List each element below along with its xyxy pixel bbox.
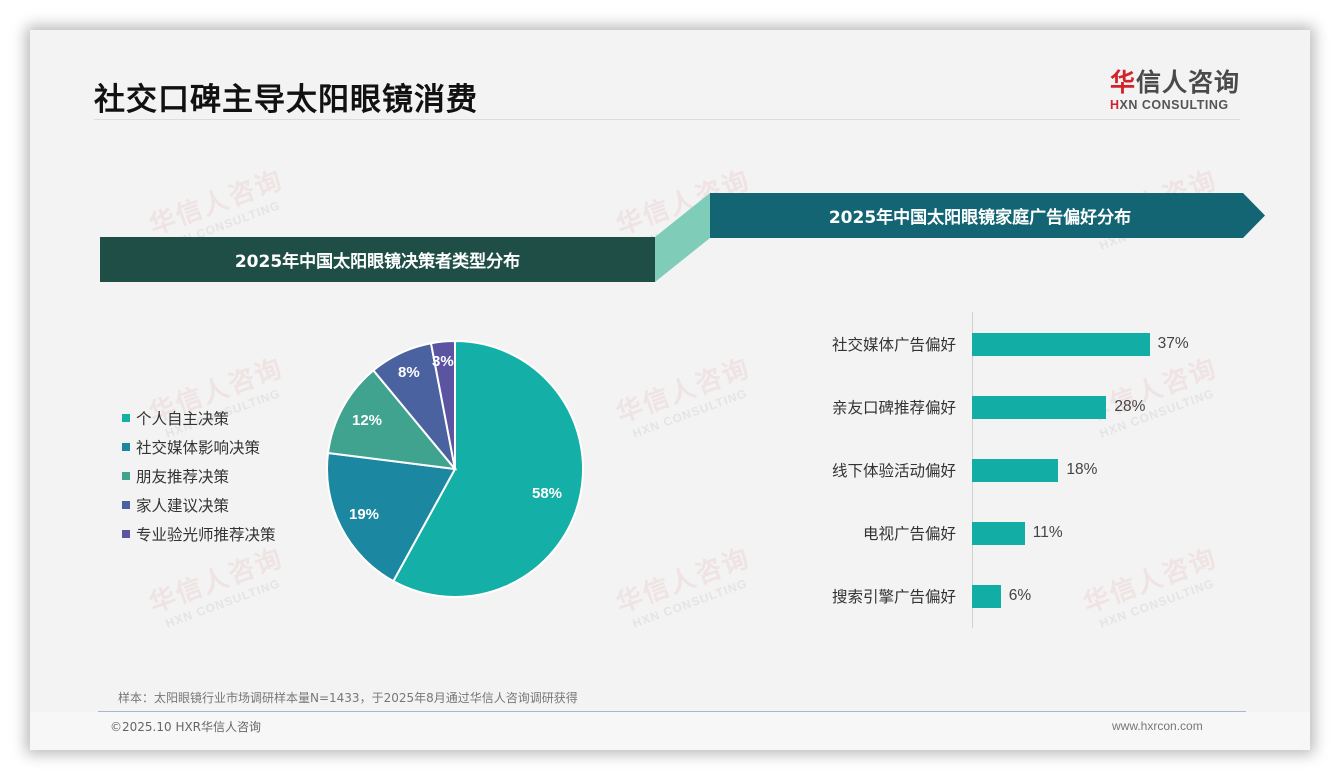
legend-swatch xyxy=(122,442,130,451)
logo-en: HXN CONSULTING xyxy=(1110,98,1229,112)
bar-row: 线下体验活动偏好 18% xyxy=(810,458,1097,482)
footer-divider xyxy=(98,711,1246,712)
legend-swatch xyxy=(122,413,130,422)
bar-chart-banner-shape xyxy=(710,193,1265,238)
pie-slice xyxy=(326,368,458,471)
legend-item: 家人建议决策 xyxy=(122,490,276,519)
pie-legend: 个人自主决策 社交媒体影响决策 朋友推荐决策 家人建议决策 专业验光师推荐决策 xyxy=(122,403,276,548)
pie-label: 3% xyxy=(432,353,454,370)
bar-chart-banner: 2025年中国太阳眼镜家庭广告偏好分布 xyxy=(828,208,1132,228)
copyright: ©2025.10 HXR华信人咨询 xyxy=(110,720,262,734)
legend-item: 朋友推荐决策 xyxy=(122,461,276,490)
bar xyxy=(972,584,1001,608)
pie-label: 8% xyxy=(398,364,420,381)
bar-row: 社交媒体广告偏好 37% xyxy=(810,332,1189,356)
title-divider xyxy=(94,119,1240,120)
bar-row: 搜索引擎广告偏好 6% xyxy=(810,584,1031,608)
bar xyxy=(972,395,1107,419)
pie-slice xyxy=(326,451,457,583)
pie-slice xyxy=(391,339,584,598)
pie-slice xyxy=(429,339,456,470)
legend-item: 社交媒体影响决策 xyxy=(122,432,276,461)
legend-swatch xyxy=(122,500,130,509)
bar-row: 电视广告偏好 11% xyxy=(810,521,1063,545)
banner-connector xyxy=(655,193,710,282)
footer-bar xyxy=(30,712,1310,750)
legend-item: 专业验光师推荐决策 xyxy=(122,519,276,548)
website-link[interactable]: www.hxrcon.com xyxy=(1112,719,1203,733)
logo-cn: 华信人咨询 xyxy=(1110,68,1241,97)
pie-label: 12% xyxy=(352,412,383,429)
bar-row: 亲友口碑推荐偏好 28% xyxy=(810,395,1145,419)
bar xyxy=(972,521,1025,545)
pie-label: 19% xyxy=(349,506,380,523)
pie-label: 58% xyxy=(532,485,563,502)
company-logo: 华信人咨询 HXN CONSULTING xyxy=(1110,63,1240,112)
page-title: 社交口碑主导太阳眼镜消费 xyxy=(94,82,478,118)
legend-item: 个人自主决策 xyxy=(122,403,276,432)
legend-swatch xyxy=(122,471,130,480)
bar xyxy=(972,458,1059,482)
legend-swatch xyxy=(122,529,130,538)
pie-chart-banner: 2025年中国太阳眼镜决策者类型分布 xyxy=(100,237,655,282)
pie-chart: 58% 19% 12% 8% 3% xyxy=(325,339,585,599)
sample-note: 样本：太阳眼镜行业市场调研样本量N=1433，于2025年8月通过华信人咨询调研… xyxy=(118,691,578,705)
bar xyxy=(972,332,1150,356)
